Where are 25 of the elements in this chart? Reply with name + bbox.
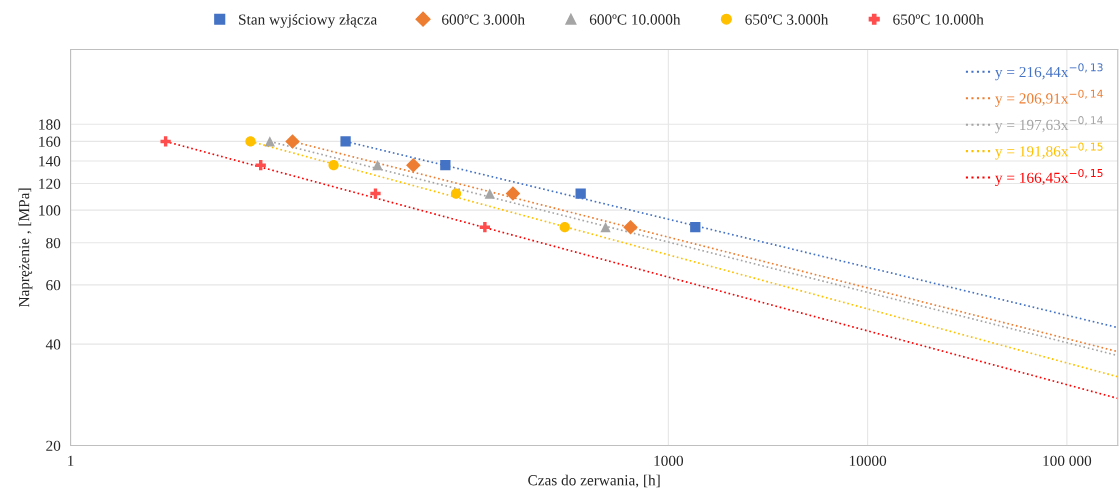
- y-axis-title: Naprężenie , [MPa]: [18, 188, 33, 308]
- legend-label: Stan wyjściowy złącza: [239, 13, 377, 28]
- legend-label: y = 191,86x$^{−0,15}$: [995, 142, 1103, 160]
- legend-label: y = 197,63x$^{−0,14}$: [995, 116, 1103, 134]
- legend-label: 600ºC 3.000h: [442, 13, 525, 25]
- y-tick-label: 120: [39, 178, 61, 189]
- y-tick-label: 80: [46, 237, 61, 249]
- y-tick-label: 20: [46, 440, 61, 451]
- legend-label: y = 206,91x$^{−0,14}$: [995, 89, 1103, 107]
- legend-label: 650ºC 10.000h: [893, 13, 984, 25]
- legend-label: 650ºC 3.000h: [745, 13, 829, 25]
- y-tick-label: 140: [39, 156, 61, 167]
- y-tick-label: 160: [39, 136, 61, 147]
- y-tick-label: 60: [46, 279, 61, 291]
- x-tick-label: 1000: [654, 455, 684, 466]
- y-tick-label: 40: [45, 339, 61, 350]
- legend-label: y = 216,44x$^{−0,13}$: [995, 63, 1103, 81]
- legend-label: 600ºC 10.000h: [589, 13, 681, 25]
- legend-label: y = 166,45x$^{−0,15}$: [995, 168, 1103, 187]
- x-tick-label: 10000: [849, 455, 887, 466]
- y-tick-label: 180: [39, 119, 61, 130]
- x-tick-label: 1: [68, 455, 74, 466]
- x-axis-title: Czas do zerwania, [h]: [528, 474, 660, 488]
- y-tick-label: 100: [39, 205, 61, 216]
- x-tick-label: 100 000: [1043, 455, 1092, 466]
